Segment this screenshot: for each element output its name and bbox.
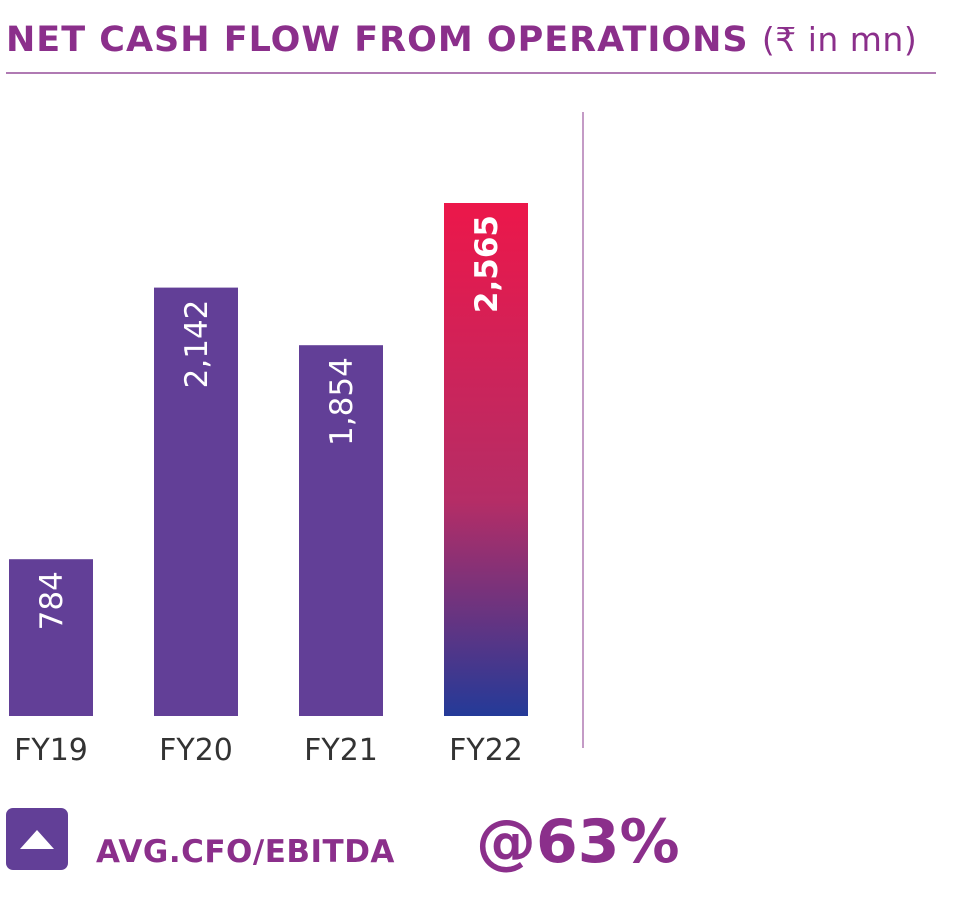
title-text: NET CASH FLOW FROM OPERATIONS	[6, 20, 749, 60]
bar-fy21	[299, 345, 383, 716]
up-arrow-icon	[20, 829, 54, 849]
bar-fy20	[154, 287, 238, 716]
metric-label: AVG.CFO/EBITDA	[96, 834, 395, 870]
bar-fy19	[9, 559, 93, 716]
x-tick-fy19: FY19	[14, 733, 88, 768]
x-tick-fy20: FY20	[159, 733, 233, 768]
header-divider	[6, 72, 936, 74]
value-label-fy22: 2,565	[469, 215, 505, 313]
chart-title: NET CASH FLOW FROM OPERATIONS (₹ in mn)	[6, 18, 917, 62]
x-tick-fy21: FY21	[304, 733, 378, 768]
up-arrow-badge	[6, 808, 68, 870]
value-label-fy21: 1,854	[324, 357, 360, 446]
bar-chart: 784 2,142 1,854 2,565 FY19 FY20 FY21 FY22	[9, 112, 584, 768]
callout: AVG.CFO/EBITDA @63%	[6, 806, 906, 896]
bars-group	[9, 203, 528, 716]
x-tick-fy22: FY22	[449, 733, 523, 768]
metric-value: @63%	[476, 807, 680, 877]
value-label-fy19: 784	[34, 571, 70, 630]
x-axis-ticks: FY19 FY20 FY21 FY22	[14, 733, 523, 768]
value-label-fy20: 2,142	[179, 300, 215, 389]
chart-header: NET CASH FLOW FROM OPERATIONS (₹ in mn)	[6, 14, 936, 74]
unit-label: (₹ in mn)	[761, 20, 918, 59]
value-labels-group: 784 2,142 1,854 2,565	[34, 215, 505, 630]
bar-fy22	[444, 203, 528, 716]
